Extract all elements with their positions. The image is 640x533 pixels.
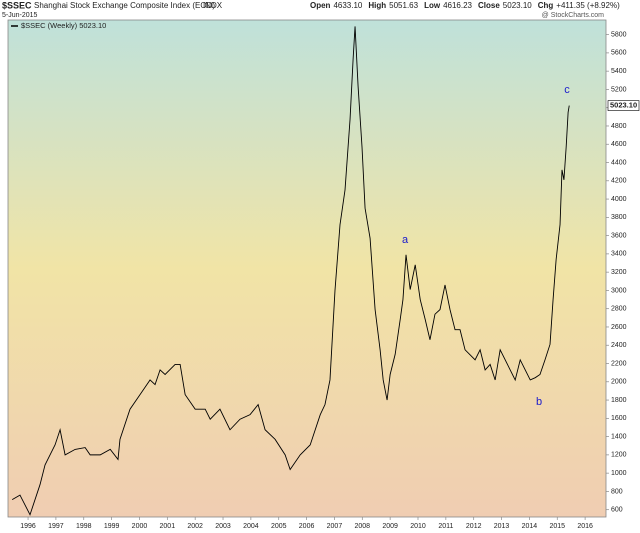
x-tick-label: 1996 [20,523,36,530]
y-tick-label: 4200 [611,178,627,185]
y-tick-label: 2000 [611,379,627,386]
y-tick-label: 1000 [611,470,627,477]
quote: Open 4633.10 High 5051.63 Low 4616.23 Close 502… [310,1,620,10]
y-tick-label: 4000 [611,196,627,203]
x-tick-label: 2001 [160,523,176,530]
legend-label: $SSEC (Weekly) 5023.10 [21,21,106,30]
date: 5-Jun-2015 [2,12,38,19]
y-tick-label: 1400 [611,433,627,440]
x-tick-label: 2016 [577,523,593,530]
x-tick-label: 2008 [354,523,370,530]
quote-value: 5051.63 [389,1,418,10]
y-tick-label: 1200 [611,452,627,459]
annotation: c [564,84,570,96]
exchange: INDX [203,1,223,10]
y-tick-label: 3200 [611,269,627,276]
y-tick-label: 2400 [611,342,627,349]
y-tick-label: 3800 [611,214,627,221]
x-tick-label: 2007 [327,523,343,530]
y-tick-label: 4800 [611,123,627,130]
x-tick-label: 2011 [438,523,453,530]
y-tick-label: 4600 [611,141,627,148]
y-tick-label: 2200 [611,360,627,367]
x-tick-label: 2012 [466,523,482,530]
last-value-label: 5023.10 [610,101,637,110]
y-tick-label: 800 [611,488,623,495]
y-tick-label: 3000 [611,287,627,294]
annotation: a [402,234,409,246]
quote-value: +411.35 (+8.92%) [556,1,620,10]
x-tick-label: 2002 [187,523,203,530]
quote-label: Close [478,1,500,10]
x-tick-label: 2006 [299,523,315,530]
x-tick-label: 1999 [104,523,120,530]
y-tick-label: 1600 [611,415,627,422]
price-line [11,26,570,516]
quote-label: Chg [538,1,554,10]
plot-area [7,19,607,518]
source: @ StockCharts.com [542,12,605,19]
y-tick-label: 5200 [611,86,627,93]
y-tick-label: 2600 [611,324,627,331]
quote-label: Open [310,1,331,10]
x-tick-label: 2004 [243,523,259,530]
x-tick-label: 2003 [215,523,231,530]
y-tick-label: 3400 [611,251,627,258]
y-tick-label: 1800 [611,397,627,404]
quote-label: High [368,1,386,10]
x-tick-label: 2009 [382,523,398,530]
y-tick-label: 2800 [611,306,627,313]
index-name: Shanghai Stock Exchange Composite Index … [34,1,215,10]
x-tick-label: 2013 [494,523,510,530]
y-tick-label: 5600 [611,50,627,57]
x-tick-label: 2000 [132,523,148,530]
y-tick-label: 3600 [611,232,627,239]
x-tick-label: 2014 [522,523,538,530]
y-tick-label: 5400 [611,68,627,75]
quote-value: 5023.10 [503,1,532,10]
x-tick-label: 2015 [549,523,565,530]
x-tick-label: 2010 [410,523,426,530]
symbol: $SSEC [2,0,32,10]
quote-value: 4616.23 [443,1,472,10]
x-tick-label: 1998 [76,523,92,530]
x-tick-label: 2005 [271,523,287,530]
quote-label: Low [424,1,441,10]
y-tick-label: 4400 [611,159,627,166]
x-tick-label: 1997 [48,523,64,530]
annotation: b [536,396,542,408]
y-tick-label: 600 [611,507,623,514]
quote-value: 4633.10 [333,1,362,10]
last-value-box [607,100,640,111]
y-tick-label: 5800 [611,31,627,38]
